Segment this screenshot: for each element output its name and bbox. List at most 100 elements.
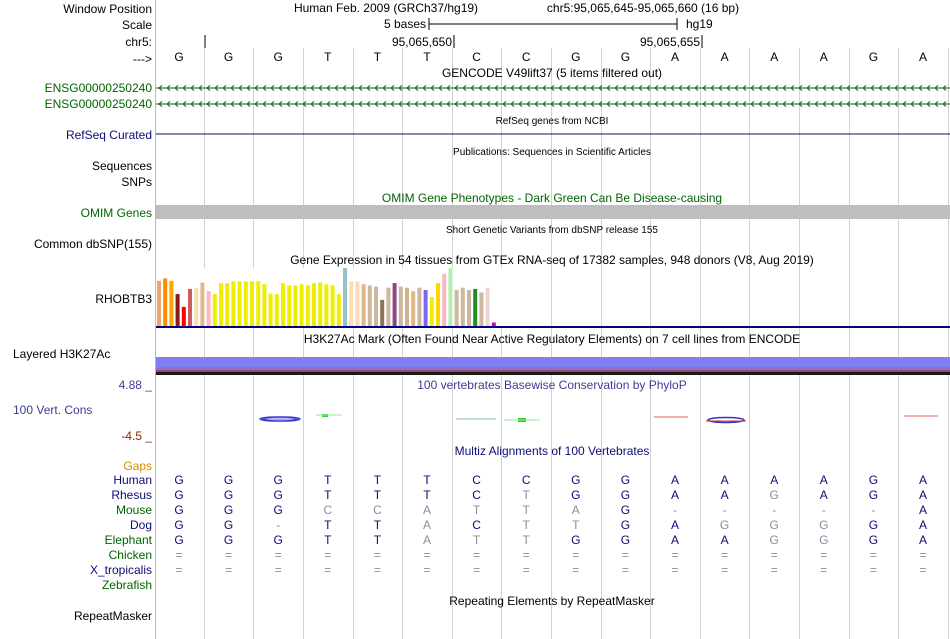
gtex-tissue-bar xyxy=(460,287,465,326)
gtex-tissue-bar xyxy=(256,281,261,326)
alignment-base: = xyxy=(175,563,182,577)
rhobtb3-label[interactable]: RHOBTB3 xyxy=(95,292,152,306)
gtex-tissue-bar xyxy=(318,282,323,326)
alignment-base: = xyxy=(919,563,926,577)
gtex-tissue-bar xyxy=(225,283,230,326)
gene-feature-1[interactable] xyxy=(156,85,950,91)
species-label[interactable]: X_tropicalis xyxy=(89,563,152,577)
species-label[interactable]: Chicken xyxy=(108,548,152,562)
gtex-tissue-bar xyxy=(417,287,422,326)
alignment-base: G xyxy=(571,488,580,502)
assembly-title: Human Feb. 2009 (GRCh37/hg19) xyxy=(294,1,478,15)
alignment-base: = xyxy=(721,548,728,562)
reference-base: A xyxy=(721,50,729,64)
species-label[interactable]: Human xyxy=(113,473,152,487)
snps-label[interactable]: SNPs xyxy=(121,175,152,189)
gene-feature-2[interactable] xyxy=(156,101,950,107)
species-label[interactable]: Zebrafish xyxy=(101,578,152,592)
alignment-base: G xyxy=(274,503,283,517)
refseq-title: RefSeq genes from NCBI xyxy=(496,116,609,127)
h3k27ac-layer-dark xyxy=(156,372,950,375)
gtex-tissue-bar xyxy=(206,291,211,326)
omim-title: OMIM Gene Phenotypes - Dark Green Can Be… xyxy=(382,191,722,205)
gtex-tissue-bar xyxy=(355,281,360,326)
tracks-panel[interactable]: Human Feb. 2009 (GRCh37/hg19) chr5:95,06… xyxy=(154,0,950,639)
alignment-base: G xyxy=(274,473,283,487)
phylop-min-label: -4.5 _ xyxy=(121,429,152,443)
gtex-tissue-bar xyxy=(237,281,242,326)
alignment-base: G xyxy=(224,518,233,532)
alignment-base: T xyxy=(523,518,531,532)
alignment-base: = xyxy=(225,563,232,577)
layered-h3k27ac-label[interactable]: Layered H3K27Ac xyxy=(13,347,111,361)
alignment-base: T xyxy=(523,503,531,517)
sequences-label[interactable]: Sequences xyxy=(91,159,152,173)
refseq-curated-label[interactable]: RefSeq Curated xyxy=(65,128,152,142)
alignment-base: = xyxy=(820,548,827,562)
h3k27ac-layer-blue[interactable] xyxy=(156,357,950,367)
reference-base: A xyxy=(770,50,778,64)
alignment-base: = xyxy=(771,563,778,577)
dbsnp-title: Short Genetic Variants from dbSNP releas… xyxy=(446,225,658,236)
gene-label-2[interactable]: ENSG00000250240 xyxy=(44,97,152,111)
strand-chevrons xyxy=(158,101,947,107)
vert-cons-label[interactable]: 100 Vert. Cons xyxy=(13,403,93,417)
alignment-base: G xyxy=(621,503,630,517)
species-label[interactable]: Rhesus xyxy=(111,488,152,502)
gtex-tissue-bar xyxy=(200,282,205,326)
alignment-base: = xyxy=(721,563,728,577)
multiz-alignment[interactable]: G G G T T T C C G G A A A A G AG G G T T T C T G G A A G A G AG G G C C A T T… xyxy=(174,473,927,577)
alignment-base: C xyxy=(472,518,481,532)
gtex-tissue-bar xyxy=(429,297,434,326)
alignment-base: T xyxy=(374,488,382,502)
alignment-base: - xyxy=(673,503,677,517)
species-label[interactable]: Mouse xyxy=(115,503,152,517)
species-label[interactable]: Dog xyxy=(129,518,152,532)
alignment-base: T xyxy=(523,488,531,502)
alignment-base: G xyxy=(274,533,283,547)
alignment-base: G xyxy=(770,518,779,532)
reference-base: G xyxy=(571,50,580,64)
gtex-tissue-bar xyxy=(305,285,310,326)
ruler-coord-1: 95,065,650 xyxy=(392,35,452,49)
reference-base: G xyxy=(174,50,183,64)
gtex-tissue-bar xyxy=(181,306,186,326)
alignment-base: T xyxy=(374,518,382,532)
alignment-base: = xyxy=(671,563,678,577)
gtex-tissue-bar xyxy=(349,281,354,326)
alignment-base: T xyxy=(473,503,481,517)
alignment-base: A xyxy=(671,518,679,532)
alignment-base: G xyxy=(174,533,183,547)
gtex-tissue-bar xyxy=(479,292,484,326)
reference-base: G xyxy=(621,50,630,64)
gtex-title: Gene Expression in 54 tissues from GTEx … xyxy=(290,253,814,267)
alignment-base: G xyxy=(621,518,630,532)
alignment-base: = xyxy=(671,548,678,562)
alignment-base: A xyxy=(919,473,927,487)
alignment-base: A xyxy=(820,473,828,487)
alignment-base: = xyxy=(423,563,430,577)
phylop-signal[interactable] xyxy=(259,414,938,424)
alignment-base: = xyxy=(523,548,530,562)
gtex-tissue-bar xyxy=(386,287,391,326)
gtex-tissue-bar xyxy=(392,283,397,326)
omim-feature[interactable] xyxy=(156,205,950,219)
omim-genes-label[interactable]: OMIM Genes xyxy=(80,206,152,220)
gtex-tissue-bar xyxy=(442,273,447,326)
alignment-base: A xyxy=(721,473,729,487)
h3k27ac-layer-magenta xyxy=(156,370,950,372)
gtex-bar-chart[interactable] xyxy=(157,268,496,326)
alignment-base: A xyxy=(423,503,431,517)
gtex-tissue-bar xyxy=(293,285,298,326)
alignment-base: C xyxy=(472,473,481,487)
phylop-max-label: 4.88 _ xyxy=(118,378,152,392)
gtex-tissue-bar xyxy=(367,285,372,326)
gtex-tissue-bar xyxy=(231,281,236,326)
common-dbsnp-label[interactable]: Common dbSNP(155) xyxy=(33,237,152,251)
gtex-tissue-bar xyxy=(473,288,478,326)
repeatmasker-label[interactable]: RepeatMasker xyxy=(73,609,152,623)
species-label[interactable]: Elephant xyxy=(104,533,152,547)
gene-label-1[interactable]: ENSG00000250240 xyxy=(44,81,152,95)
alignment-base: G xyxy=(224,533,233,547)
